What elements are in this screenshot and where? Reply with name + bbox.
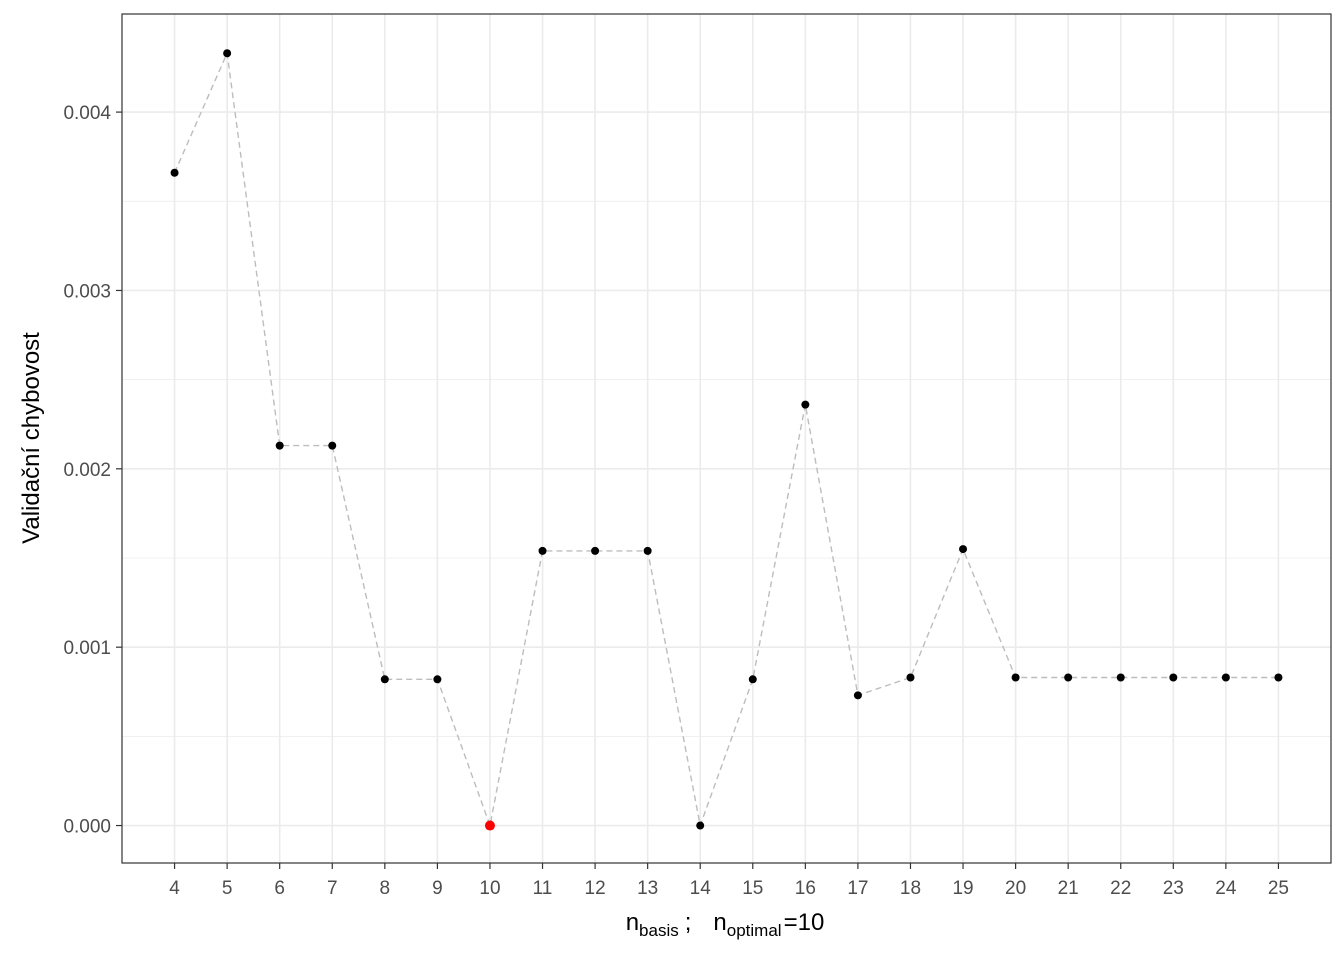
data-point <box>801 400 810 409</box>
x-tick-label: 16 <box>795 878 816 899</box>
x-tick-label: 7 <box>327 878 338 899</box>
x-tick-label: 9 <box>432 878 443 899</box>
x-tick-label: 22 <box>1110 878 1131 899</box>
plot-panel-background <box>122 14 1331 863</box>
x-tick-label: 17 <box>847 878 868 899</box>
x-tick-label: 25 <box>1268 878 1289 899</box>
y-tick-label: 0.002 <box>63 460 111 481</box>
x-axis-title-optimal-value: 10 <box>798 909 825 936</box>
data-point <box>696 821 705 830</box>
data-points <box>170 49 1283 831</box>
data-point <box>1064 673 1073 682</box>
x-tick-label: 14 <box>690 878 712 899</box>
x-tick-label: 15 <box>742 878 763 899</box>
connecting-line <box>173 50 1279 829</box>
x-axis-title-equals: = <box>784 909 798 936</box>
data-point <box>223 49 232 58</box>
x-tick-label: 13 <box>637 878 658 899</box>
data-point <box>959 545 968 554</box>
plot-panel-border <box>121 13 1332 864</box>
x-tick-label: 18 <box>900 878 921 899</box>
x-tick-label: 5 <box>222 878 233 899</box>
data-point <box>1274 673 1283 682</box>
grid-lines <box>122 14 1331 863</box>
x-axis-title: nbasis; noptimal=10 <box>626 909 825 940</box>
x-axis-title-sub: basis <box>639 921 679 940</box>
x-tick-label: 4 <box>169 878 180 899</box>
x-tick-label: 11 <box>533 878 553 899</box>
data-point <box>643 546 652 555</box>
data-point <box>433 675 442 684</box>
optimal-point <box>484 820 495 831</box>
x-tick-label: 6 <box>274 878 285 899</box>
data-point <box>591 546 600 555</box>
data-point <box>170 168 179 177</box>
data-point <box>1011 673 1020 682</box>
x-tick-label: 24 <box>1215 878 1237 899</box>
x-tick-label: 23 <box>1163 878 1184 899</box>
y-tick-label: 0.003 <box>63 281 111 302</box>
data-point <box>906 673 915 682</box>
y-axis-title: Validační chybovost <box>18 332 45 544</box>
y-axis-ticks: 0.000 0.001 0.002 0.003 0.004 <box>63 103 122 838</box>
x-axis-title-optimal-n: n <box>713 909 726 936</box>
x-axis-title-optimal-sub: optimal <box>727 921 782 940</box>
x-tick-label: 8 <box>380 878 391 899</box>
data-point <box>1116 673 1125 682</box>
data-point <box>1221 673 1230 682</box>
series-line <box>173 50 1279 829</box>
x-axis-ticks: 4 5 6 7 8 9 10 11 12 13 14 15 16 17 18 19 20 21 22 23 24 25 <box>169 863 1289 899</box>
y-tick-label: 0.000 <box>63 817 111 838</box>
data-point <box>275 441 284 450</box>
x-tick-label: 19 <box>952 878 973 899</box>
x-axis-title-n: n <box>626 909 639 936</box>
data-point <box>538 546 547 555</box>
data-point <box>1169 673 1178 682</box>
data-point <box>328 441 337 450</box>
x-tick-label: 10 <box>479 878 500 899</box>
y-tick-label: 0.001 <box>63 638 111 659</box>
y-tick-label: 0.004 <box>63 103 111 124</box>
x-tick-label: 20 <box>1005 878 1026 899</box>
x-tick-label: 21 <box>1058 878 1079 899</box>
x-axis-title-separator: ; <box>685 909 692 936</box>
data-point <box>380 675 389 684</box>
data-point <box>748 675 757 684</box>
data-point <box>853 691 862 700</box>
x-tick-label: 12 <box>585 878 606 899</box>
